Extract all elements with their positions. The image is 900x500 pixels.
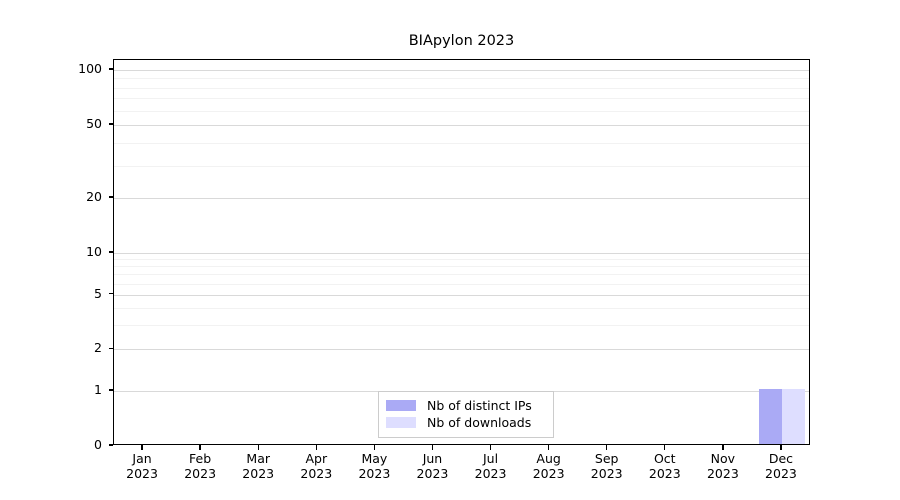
x-tick-label: Jan 2023 (102, 451, 182, 481)
x-tick-label-month: Jul (482, 451, 499, 466)
x-tick-label: Mar 2023 (218, 451, 298, 481)
x-tick-label-year: 2023 (765, 466, 797, 481)
x-tick-label: Dec 2023 (741, 451, 821, 481)
gridline-minor (114, 266, 809, 268)
y-tick-label: 5 (94, 285, 102, 301)
x-tick-label-year: 2023 (474, 466, 507, 481)
x-tick-mark (489, 445, 492, 450)
x-tick-mark (722, 445, 724, 450)
x-tick-mark (780, 445, 782, 450)
gridline-major (114, 197, 809, 199)
x-tick-mark (664, 445, 666, 450)
plot-area (113, 59, 810, 445)
x-tick-label-month: Mar (246, 451, 270, 466)
x-tick-mark (199, 445, 201, 450)
x-tick-label: Feb 2023 (160, 451, 240, 481)
gridline-major (114, 70, 809, 71)
x-tick-label-month: May (361, 451, 388, 466)
y-tick-label: 0 (94, 437, 102, 452)
y-tick-mark (108, 292, 113, 295)
x-tick-mark (257, 445, 259, 450)
x-tick-label-year: 2023 (242, 466, 275, 481)
x-tick-label-month: Jan (132, 451, 152, 466)
gridline-minor (114, 325, 809, 327)
gridline-minor (114, 98, 809, 100)
legend-label-distinct-ips: Nb of distinct IPs (427, 398, 532, 413)
gridline-minor (114, 165, 809, 167)
x-tick-label-month: Jun (422, 451, 443, 466)
legend-swatch-distinct-ips (386, 400, 416, 411)
x-tick-label-month: Feb (189, 451, 212, 466)
x-tick-label-year: 2023 (126, 466, 158, 481)
chart-title: BIApylon 2023 (408, 33, 515, 49)
x-tick-label: Jul 2023 (451, 451, 531, 481)
x-tick-mark (606, 445, 608, 450)
y-tick-mark (108, 68, 113, 70)
y-tick-mark (108, 444, 113, 446)
x-tick-label: Jun 2023 (392, 451, 472, 481)
y-tick-label: 50 (86, 116, 102, 132)
y-tick-label: 1 (94, 382, 102, 397)
x-tick-label-year: 2023 (648, 466, 681, 481)
legend-item[interactable]: Nb of downloads (386, 414, 546, 431)
y-tick-label: 20 (86, 188, 102, 204)
x-tick-label-year: 2023 (590, 466, 623, 481)
gridline-minor (114, 274, 809, 276)
bar-dec-distinct-ips (759, 389, 782, 444)
x-tick-label-year: 2023 (706, 466, 739, 481)
x-tick-mark (315, 445, 317, 450)
bar-dec-downloads (781, 389, 805, 444)
y-tick-mark (108, 123, 113, 125)
x-tick-label-month: Oct (653, 451, 676, 466)
x-tick-label-year: 2023 (300, 466, 333, 481)
x-tick-label-year: 2023 (358, 466, 391, 481)
gridline-minor (114, 307, 809, 309)
legend-swatch-downloads (386, 417, 416, 428)
legend-item[interactable]: Nb of distinct IPs (386, 397, 546, 414)
x-tick-mark (373, 445, 376, 450)
x-tick-mark (547, 445, 550, 450)
x-tick-mark (431, 445, 434, 450)
y-tick-mark (108, 196, 113, 198)
x-tick-label: Apr 2023 (276, 451, 356, 481)
y-tick-mark (108, 389, 113, 391)
x-tick-label: May 2023 (334, 451, 414, 481)
y-tick-mark (108, 347, 113, 350)
gridline-minor (114, 78, 809, 80)
x-tick-label-month: Apr (305, 451, 328, 466)
x-tick-label-month: Sep (594, 451, 619, 466)
x-tick-label: Oct 2023 (625, 451, 705, 481)
x-tick-label-month: Nov (710, 451, 736, 466)
x-tick-label: Nov 2023 (683, 451, 763, 481)
gridline-minor (114, 283, 809, 285)
gridline-major (114, 294, 809, 296)
gridline-minor (114, 142, 809, 144)
y-tick-label: 10 (86, 244, 102, 259)
gridline-minor (114, 110, 809, 112)
chart-legend: Nb of distinct IPs Nb of downloads (378, 391, 554, 438)
x-tick-label-month: Dec (768, 451, 794, 466)
gridline-minor (114, 87, 809, 89)
gridline-minor (114, 259, 809, 261)
x-tick-label-year: 2023 (184, 466, 217, 481)
gridline-major (114, 349, 809, 351)
x-tick-label: Aug 2023 (509, 451, 589, 481)
x-tick-label: Sep 2023 (567, 451, 647, 481)
x-tick-label-month: Aug (536, 451, 561, 466)
x-tick-mark (141, 445, 143, 450)
gridline-major (114, 125, 809, 127)
y-tick-label: 2 (94, 340, 102, 356)
legend-label-downloads: Nb of downloads (427, 415, 532, 430)
x-tick-label-year: 2023 (416, 466, 449, 481)
y-tick-mark (108, 251, 113, 253)
x-tick-label-year: 2023 (532, 466, 565, 481)
y-tick-label: 100 (78, 61, 102, 76)
gridline-major (114, 253, 809, 254)
